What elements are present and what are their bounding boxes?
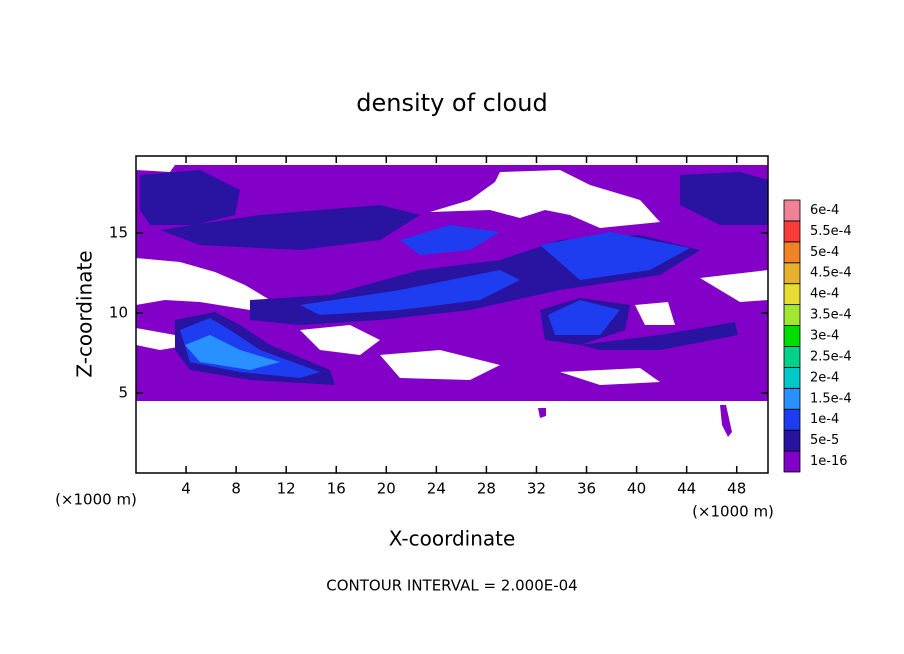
y-axis-label: Z-coordinate xyxy=(73,250,97,377)
colorbar-label: 1e-4 xyxy=(810,412,839,427)
x-tick-label: 8 xyxy=(231,480,241,498)
colorbar-label: 6e-4 xyxy=(810,203,839,218)
colorbar-box xyxy=(783,429,801,452)
x-tick-label: 44 xyxy=(677,480,696,498)
y-tick-label: 15 xyxy=(109,223,128,241)
colorbar-box xyxy=(783,241,801,264)
y-tick-label: 5 xyxy=(118,383,128,401)
colorbar-label: 4.5e-4 xyxy=(810,266,852,281)
colorbar-box xyxy=(783,199,801,222)
colorbar-box xyxy=(783,304,801,326)
colorbar-label: 5e-5 xyxy=(810,433,839,448)
x-tick-label: 4 xyxy=(181,480,191,498)
x-tick-label: 40 xyxy=(627,480,646,498)
colorbar-label: 1e-16 xyxy=(810,454,848,469)
plot-frame xyxy=(135,155,769,474)
x-tick-label: 32 xyxy=(527,480,546,498)
colorbar-box xyxy=(783,283,801,306)
colorbar-label: 4e-4 xyxy=(810,287,839,302)
colorbar-label: 2.5e-4 xyxy=(810,349,852,364)
x-tick-label: 20 xyxy=(377,480,396,498)
colorbar-label: 1.5e-4 xyxy=(810,391,852,406)
colorbar-label: 5.5e-4 xyxy=(810,224,852,239)
chart-title: density of cloud xyxy=(356,89,547,117)
colorbar-box xyxy=(783,366,801,389)
x-tick-label: 16 xyxy=(327,480,346,498)
colorbar-box xyxy=(783,450,801,473)
colorbar-box xyxy=(783,262,801,285)
colorbar-label: 2e-4 xyxy=(810,370,839,385)
colorbar-box xyxy=(783,387,801,410)
x-tick-label: 12 xyxy=(277,480,296,498)
colorbar-box xyxy=(783,220,801,243)
x-tick-label: 48 xyxy=(727,480,746,498)
x-tick-label: 36 xyxy=(577,480,596,498)
x-unit-label: (×1000 m) xyxy=(692,503,774,521)
colorbar-box xyxy=(783,325,801,347)
footer-note: CONTOUR INTERVAL = 2.000E-04 xyxy=(326,577,577,595)
colorbar-box xyxy=(783,346,801,368)
colorbar-label: 5e-4 xyxy=(810,245,839,260)
y-tick-label: 10 xyxy=(109,303,128,321)
y-unit-label: (×1000 m) xyxy=(55,491,137,509)
x-tick-label: 28 xyxy=(477,480,496,498)
x-tick-label: 24 xyxy=(427,480,446,498)
x-axis-label: X-coordinate xyxy=(389,527,516,551)
colorbar-label: 3e-4 xyxy=(810,329,839,344)
colorbar-label: 3.5e-4 xyxy=(810,308,852,323)
colorbar-box xyxy=(783,408,801,431)
contour-field xyxy=(136,165,768,437)
